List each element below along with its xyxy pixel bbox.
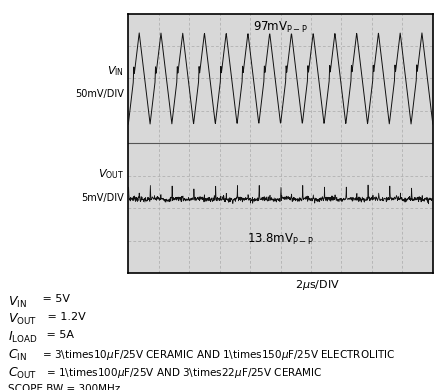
Text: $C_{\mathsf{IN}}$: $C_{\mathsf{IN}}$ (8, 348, 27, 363)
Text: $V_{\mathsf{IN}}$: $V_{\mathsf{IN}}$ (8, 294, 26, 310)
Text: = 5A: = 5A (43, 330, 73, 340)
Text: $V_{\mathsf{IN}}$: $V_{\mathsf{IN}}$ (107, 64, 124, 78)
Text: = 5V: = 5V (39, 294, 70, 305)
Text: 2$\mu$s/DIV: 2$\mu$s/DIV (294, 278, 339, 292)
Text: $I_{\mathsf{LOAD}}$: $I_{\mathsf{LOAD}}$ (8, 330, 37, 346)
Text: = 1.2V: = 1.2V (43, 312, 85, 323)
Text: $C_{\mathsf{OUT}}$: $C_{\mathsf{OUT}}$ (8, 366, 37, 381)
Text: $V_{\mathsf{OUT}}$: $V_{\mathsf{OUT}}$ (8, 312, 37, 328)
Text: 97mV$_{\mathsf{P-P}}$: 97mV$_{\mathsf{P-P}}$ (253, 20, 307, 35)
Text: = 3\times10$\mu$F/25V CERAMIC AND 1\times150$\mu$F/25V ELECTROLITIC: = 3\times10$\mu$F/25V CERAMIC AND 1\time… (39, 348, 395, 362)
Text: $V_{\mathsf{OUT}}$: $V_{\mathsf{OUT}}$ (98, 168, 124, 181)
Text: 5mV/DIV: 5mV/DIV (81, 193, 124, 203)
Text: = 1\times100$\mu$F/25V AND 3\times22$\mu$F/25V CERAMIC: = 1\times100$\mu$F/25V AND 3\times22$\mu… (43, 366, 322, 380)
Text: 13.8mV$_{\mathsf{P-P}}$: 13.8mV$_{\mathsf{P-P}}$ (247, 232, 313, 247)
Text: SCOPE BW = 300MHz: SCOPE BW = 300MHz (8, 384, 120, 390)
Text: 50mV/DIV: 50mV/DIV (75, 89, 124, 99)
